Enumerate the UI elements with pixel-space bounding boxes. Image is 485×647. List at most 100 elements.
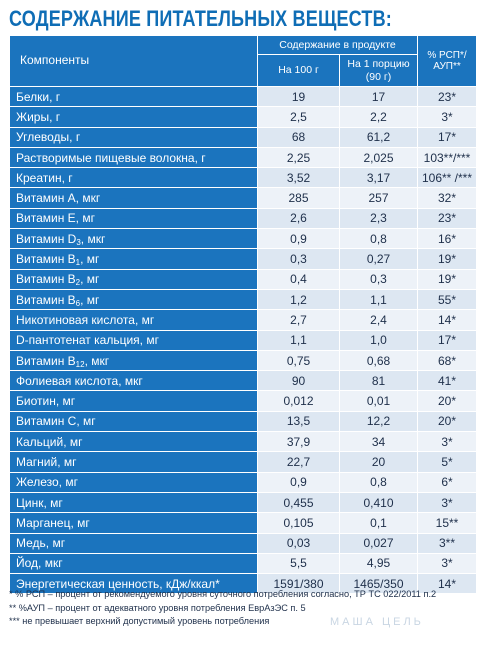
component-name-text: Биотин, мг [16, 394, 76, 409]
value-per-portion: 0,01 [339, 390, 418, 412]
value-per-portion: 4,95 [339, 552, 418, 575]
value-per-100g: 5,5 [257, 552, 340, 575]
table-row: Креатин, г 3,52 3,17 106** /*** [9, 167, 477, 189]
table-row: Кальций, мг 37,9 34 3* [9, 431, 477, 453]
component-name-text: Витамин B [16, 272, 76, 287]
nutrition-table: Компоненты Содержание в продукте % РСП*/… [9, 35, 477, 595]
value-per-portion: 2,025 [339, 146, 418, 169]
page-title: СОДЕРЖАНИЕ ПИТАТЕЛЬНЫХ ВЕЩЕСТВ: [9, 6, 392, 31]
component-name: Витамин Е, мг [9, 207, 258, 230]
component-name-text: Магний, мг [16, 454, 77, 469]
header-rsp-aup: % РСП*/ АУП** [417, 35, 477, 87]
value-percent: 103**/*** [417, 146, 477, 169]
component-name-text: Йод, мкг [16, 556, 63, 571]
value-percent: 19* [417, 248, 477, 270]
component-name: Витамин B12, мкг [9, 349, 258, 372]
table-row: Никотиновая кислота, мг 2,7 2,4 14* [9, 309, 477, 331]
value-per-100g: 22,7 [257, 451, 340, 473]
value-per-portion: 0,1 [339, 512, 418, 534]
component-name-text: Витамин А, мкг [16, 191, 101, 206]
component-name: Креатин, г [9, 167, 258, 189]
component-name: Витамин B1, мг [9, 248, 258, 270]
value-per-portion: 0,68 [339, 349, 418, 372]
value-per-100g: 37,9 [257, 431, 340, 453]
value-per-portion: 257 [339, 187, 418, 209]
component-name-subscript: 6 [75, 298, 81, 308]
header-components: Компоненты [9, 35, 258, 87]
value-per-portion: 1,0 [339, 329, 418, 351]
value-per-portion: 2,3 [339, 207, 418, 230]
value-per-100g: 1,2 [257, 288, 340, 311]
value-percent: 6* [417, 471, 477, 493]
value-per-100g: 90 [257, 370, 340, 392]
table-row: Белки, г 19 17 23* [9, 85, 477, 108]
component-name-unit: , мкг [80, 231, 106, 246]
component-name: Цинк, мг [9, 491, 258, 514]
value-per-100g: 0,03 [257, 532, 340, 554]
value-per-100g: 13,5 [257, 410, 340, 433]
component-name-subscript: 12 [75, 359, 85, 369]
table-row: Витамин B1, мг 0,3 0,27 19* [9, 248, 477, 270]
component-name: Йод, мкг [9, 552, 258, 575]
value-per-100g: 1591/380 [257, 573, 340, 595]
value-per-portion: 0,8 [339, 471, 418, 493]
component-name: Углеводы, г [9, 126, 258, 148]
table-row: Витамин B2, мг 0,4 0,3 19* [9, 268, 477, 290]
component-name: Жиры, г [9, 106, 258, 128]
table-row: Фолиевая кислота, мкг 90 81 41* [9, 370, 477, 392]
value-percent: 20* [417, 410, 477, 433]
component-name: Витамин D3, мкг [9, 228, 258, 250]
value-per-100g: 285 [257, 187, 340, 209]
component-name: Железо, мг [9, 471, 258, 493]
component-name-text: Жиры, г [16, 109, 61, 124]
table-row: Жиры, г 2,5 2,2 3* [9, 106, 477, 128]
footnote-rsp: * % РСП – процент от рекомендуемого уров… [9, 589, 437, 599]
component-name: D-пантотенат кальция, мг [9, 329, 258, 351]
table-row: Йод, мкг 5,5 4,95 3* [9, 552, 477, 575]
component-name: Витамин B2, мг [9, 268, 258, 290]
value-percent: 3* [417, 552, 477, 575]
value-per-100g: 0,9 [257, 471, 340, 493]
table-row: Марганец, мг 0,105 0,1 15** [9, 512, 477, 534]
value-percent: 5* [417, 451, 477, 473]
value-percent: 14* [417, 309, 477, 331]
value-percent: 17* [417, 126, 477, 148]
table-header: Компоненты Содержание в продукте % РСП*/… [9, 35, 477, 87]
component-name-text: Энергетическая ценность, кДж/ккал* [16, 576, 220, 591]
value-per-portion: 17 [339, 85, 418, 108]
value-per-100g: 2,5 [257, 106, 340, 128]
table-row: Витамин С, мг 13,5 12,2 20* [9, 410, 477, 433]
value-percent: 32* [417, 187, 477, 209]
value-per-100g: 0,4 [257, 268, 340, 290]
table-row: Железо, мг 0,9 0,8 6* [9, 471, 477, 493]
header-per-portion: На 1 порцию (90 г) [339, 54, 418, 87]
value-percent: 68* [417, 349, 477, 372]
component-name: Марганец, мг [9, 512, 258, 534]
component-name-text: Витамин B [16, 353, 76, 368]
value-percent: 14* [417, 573, 477, 595]
value-per-portion: 2,2 [339, 106, 418, 128]
value-per-portion: 34 [339, 431, 418, 453]
component-name-subscript: 1 [75, 258, 81, 268]
value-per-portion: 12,2 [339, 410, 418, 433]
value-percent: 16* [417, 228, 477, 250]
value-percent: 55* [417, 288, 477, 311]
table-row: Биотин, мг 0,012 0,01 20* [9, 390, 477, 412]
header-per-100g: На 100 г [257, 54, 340, 87]
component-name-text: Кальций, мг [16, 434, 83, 449]
component-name-text: D-пантотенат кальция, мг [16, 333, 159, 348]
value-per-100g: 2,6 [257, 207, 340, 230]
value-per-100g: 0,9 [257, 228, 340, 250]
value-percent: 3** [417, 532, 477, 554]
value-percent: 3* [417, 106, 477, 128]
value-per-100g: 2,7 [257, 309, 340, 331]
value-percent: 20* [417, 390, 477, 412]
value-per-100g: 0,75 [257, 349, 340, 372]
value-per-100g: 2,25 [257, 146, 340, 169]
table-body: Белки, г 19 17 23* Жиры, г 2,5 2,2 3* Углеводы, … [9, 85, 477, 595]
table-row: Витамин B6, мг 1,2 1,1 55* [9, 288, 477, 311]
component-name-text: Витамин С, мг [16, 414, 96, 429]
value-percent: 23* [417, 85, 477, 108]
component-name: Никотиновая кислота, мг [9, 309, 258, 331]
value-per-100g: 19 [257, 85, 340, 108]
